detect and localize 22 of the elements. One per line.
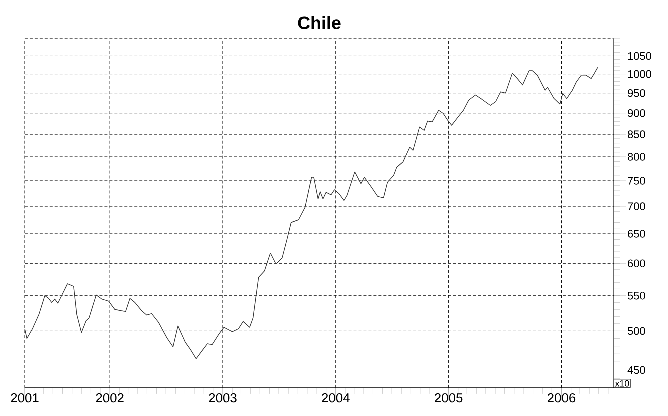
y-tick-label: 950 — [628, 89, 646, 98]
y-tick-label: 550 — [628, 292, 646, 300]
y-tick-label: 1050 — [628, 52, 652, 60]
y-tick-label: 650 — [628, 230, 646, 238]
x-tick-label: 2006 — [548, 393, 576, 403]
y-tick-label: 900 — [628, 109, 646, 118]
line-series — [24, 67, 598, 360]
y-tick-label: 700 — [628, 202, 646, 210]
y-tick-label: 800 — [628, 153, 646, 161]
text: x10 — [615, 380, 630, 387]
y-tick-label: 1000 — [628, 70, 652, 78]
chart-title: Chile — [298, 16, 341, 30]
x-tick-label: 2002 — [96, 393, 124, 403]
y-tick-label: 450 — [628, 366, 646, 374]
x-tick-label: 2001 — [11, 393, 39, 403]
y-tick-label: 750 — [628, 177, 646, 185]
y-tick-label: 600 — [628, 260, 646, 268]
y-tick-label: 850 — [628, 130, 646, 138]
y-tick-label: 500 — [628, 327, 646, 336]
x-tick-label: 2004 — [322, 393, 350, 403]
x-tick-label: 2003 — [209, 393, 237, 403]
x-tick-label: 2005 — [435, 393, 463, 403]
